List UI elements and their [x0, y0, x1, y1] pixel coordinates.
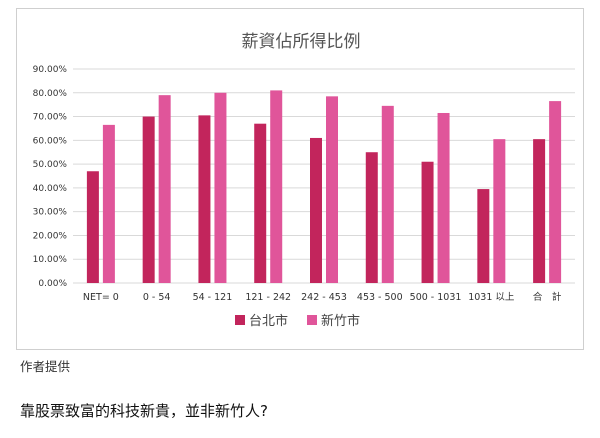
x-axis-labels: NET= 0 0 - 54 54 - 121 121 - 242 242 - 453 45…: [83, 291, 562, 303]
legend-swatch: [307, 315, 317, 325]
bar-新竹市: [326, 96, 338, 283]
bar-新竹市: [549, 101, 562, 283]
x-tick-label: NET= 0: [83, 292, 119, 303]
bar-新竹市: [270, 90, 283, 284]
y-tick-label: 10.00%: [33, 255, 68, 265]
x-tick-label: 242 - 453: [301, 292, 347, 303]
bar-新竹市: [381, 105, 394, 283]
x-tick-label: 500 - 1031: [410, 292, 462, 303]
legend-label: 新竹市: [321, 313, 360, 329]
chart-title: 薪資佔所得比例: [242, 32, 361, 52]
x-tick-label: 54 - 121: [193, 292, 233, 303]
x-tick-label: 453 - 500: [357, 292, 403, 303]
bar-新竹市: [493, 139, 506, 283]
bar-新竹市: [102, 124, 115, 283]
image-caption: 作者提供: [20, 359, 71, 374]
chart-container: 薪資佔所得比例 0.00% 10.00% 20.00% 30.00% 40.00% 50.…: [16, 8, 584, 350]
legend-label: 台北市: [249, 313, 288, 329]
bar-新竹市: [437, 112, 450, 283]
y-tick-label: 30.00%: [33, 208, 68, 218]
x-tick-label: 1031 以上: [468, 292, 515, 303]
bar-台北市: [365, 152, 378, 283]
bar-台北市: [142, 116, 155, 283]
legend-swatch: [235, 315, 245, 325]
bar-台北市: [477, 189, 490, 283]
y-tick-label: 60.00%: [33, 136, 68, 146]
bar-台北市: [198, 115, 211, 283]
bar-台北市: [310, 137, 322, 283]
bar-新竹市: [158, 95, 171, 284]
bars: [86, 90, 562, 284]
y-tick-label: 40.00%: [33, 184, 68, 194]
y-tick-label: 50.00%: [33, 160, 68, 170]
y-tick-label: 70.00%: [33, 113, 68, 123]
bar-chart: 薪資佔所得比例 0.00% 10.00% 20.00% 30.00% 40.00% 50.…: [33, 32, 575, 329]
y-tick-label: 0.00%: [38, 279, 67, 289]
y-tick-label: 20.00%: [33, 231, 68, 241]
bar-台北市: [533, 139, 546, 283]
article-headline: 靠股票致富的科技新貴，並非新竹人?: [20, 402, 268, 420]
legend: 台北市 新竹市: [235, 313, 360, 329]
x-tick-label: 0 - 54: [143, 292, 171, 303]
x-tick-label: 合 計: [533, 291, 562, 303]
y-tick-label: 90.00%: [33, 65, 68, 75]
bar-新竹市: [214, 92, 227, 284]
y-tick-label: 80.00%: [33, 89, 68, 99]
x-tick-label: 121 - 242: [245, 292, 291, 303]
gridlines: [73, 68, 575, 284]
y-axis-ticks: 0.00% 10.00% 20.00% 30.00% 40.00% 50.00% 60.00…: [33, 65, 68, 289]
bar-台北市: [254, 123, 267, 283]
bar-台北市: [86, 171, 99, 283]
bar-台北市: [421, 161, 434, 283]
